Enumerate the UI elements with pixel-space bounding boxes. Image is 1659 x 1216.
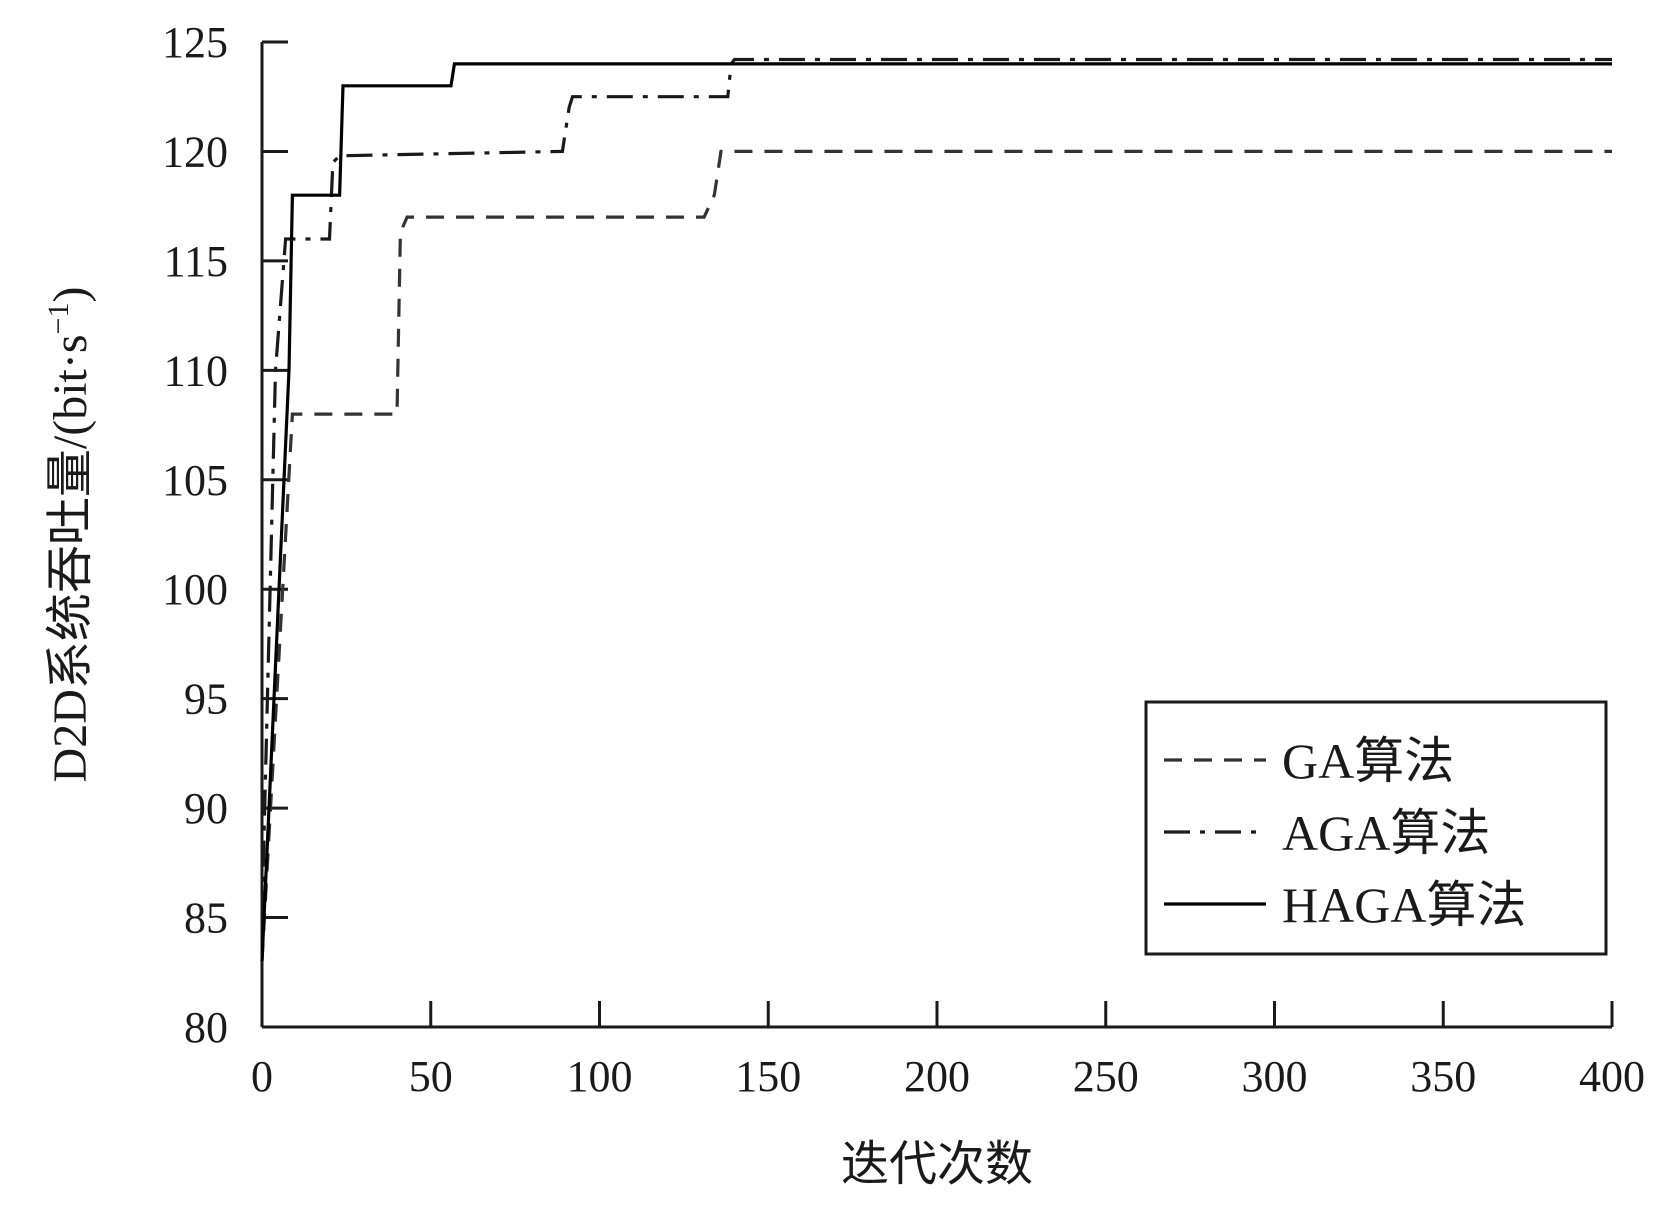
x-tick-label: 300 — [1242, 1052, 1308, 1101]
x-tick-label: 100 — [567, 1052, 633, 1101]
y-tick-label: 110 — [164, 346, 228, 395]
x-tick-label: 0 — [251, 1052, 273, 1101]
x-tick-label: 200 — [904, 1052, 970, 1101]
y-tick-label: 85 — [184, 894, 228, 943]
series-line-3 — [260, 62, 1612, 962]
y-tick-label: 100 — [162, 565, 228, 614]
x-tick-label: 150 — [735, 1052, 801, 1101]
legend: GA算法 AGA算法 HAGA算法 — [1144, 700, 1608, 956]
legend-label-2: AGA算法 — [1282, 805, 1490, 861]
legend-label-1: GA算法 — [1282, 733, 1454, 789]
y-ticks: 80 85 90 95 100 105 110 115 120 125 — [162, 18, 288, 1052]
y-axis-title: D2D系统吞吐量/(bit·s−1) — [42, 287, 97, 783]
y-tick-label: 125 — [162, 18, 228, 67]
x-tick-label: 400 — [1579, 1052, 1645, 1101]
legend-label-3: HAGA算法 — [1282, 877, 1526, 933]
x-ticks: 0 50 100 150 200 250 300 350 400 — [251, 1001, 1645, 1101]
series-group — [260, 57, 1612, 962]
y-tick-label: 120 — [162, 127, 228, 176]
y-axis-title-main: D2D系统吞吐量/(bit·s — [44, 334, 97, 782]
x-tick-label: 50 — [409, 1052, 453, 1101]
x-tick-label: 350 — [1410, 1052, 1476, 1101]
y-tick-label: 80 — [184, 1003, 228, 1052]
x-axis-title: 迭代次数 — [841, 1138, 1033, 1191]
y-axis-title-superscript: −1 — [42, 303, 75, 335]
legend-box — [1144, 700, 1608, 956]
y-axis-title-close: ) — [44, 287, 97, 303]
x-tick-label: 250 — [1073, 1052, 1139, 1101]
y-tick-label: 105 — [162, 456, 228, 505]
series-line-1 — [260, 149, 1612, 962]
y-tick-label: 115 — [164, 237, 228, 286]
y-tick-label: 90 — [184, 784, 228, 833]
y-tick-label: 95 — [184, 675, 228, 724]
